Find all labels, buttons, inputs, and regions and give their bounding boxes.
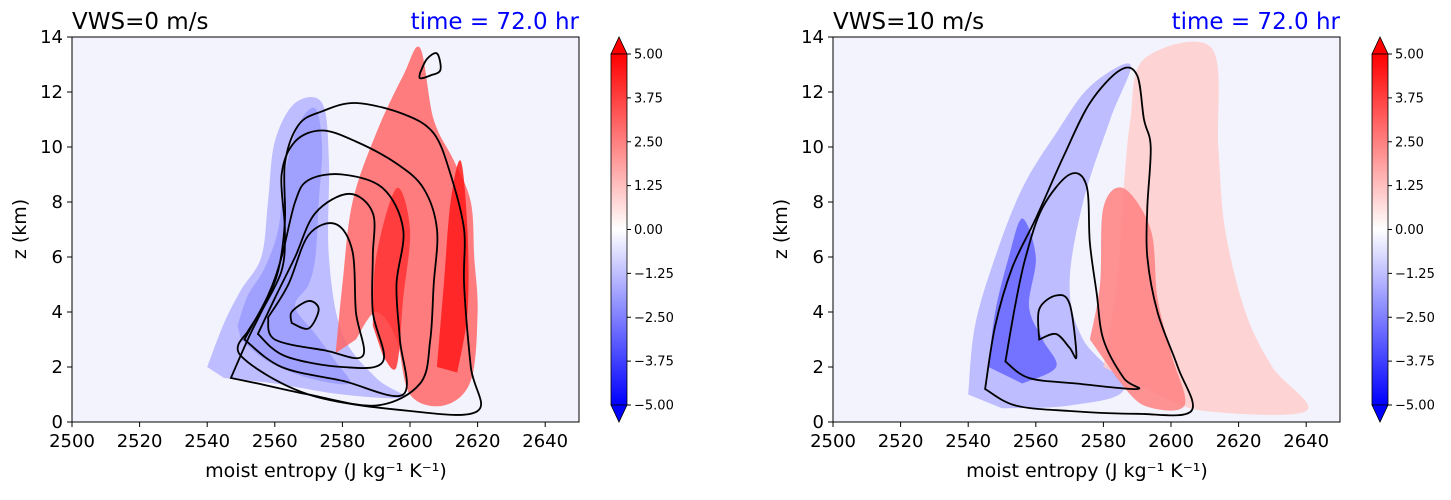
filled-region-negative [988, 218, 1057, 384]
colorbar-tick-label: −5.00 [1395, 399, 1435, 414]
x-tick-label: 2620 [455, 431, 501, 452]
x-tick-label: 2640 [522, 431, 568, 452]
x-tick-label: 2580 [1080, 431, 1126, 452]
y-tick-label: 14 [40, 27, 63, 48]
colorbar-tick-label: 5.00 [634, 48, 663, 63]
panel-title-left: VWS=10 m/s [833, 9, 984, 35]
filled-region-positive [1089, 187, 1186, 411]
x-tick-label: 2500 [810, 431, 856, 452]
y-tick-label: 10 [40, 137, 63, 158]
panel-title-left: VWS=0 m/s [72, 9, 208, 35]
contour-line-1 [984, 66, 1194, 417]
y-tick-label: 2 [813, 357, 824, 378]
contour-lines-vws10 [984, 66, 1194, 417]
colorbar-tick-label: −1.25 [1395, 267, 1435, 282]
colorbar-tick-label: 1.25 [1395, 179, 1424, 194]
panel-title-right: time = 72.0 hr [411, 9, 580, 35]
y-tick-label: 4 [52, 302, 63, 323]
panel-vws10: 2500 2520 2540 2560 2580 2600 2620 2640 0 2 4 6 8 10… [770, 9, 1435, 482]
colorbar-tick-label: −3.75 [1395, 355, 1435, 370]
x-axis-label: moist entropy (J kg⁻¹ K⁻¹) [966, 460, 1208, 482]
y-tick-label: 6 [52, 247, 63, 268]
colorbar-extend-max [1371, 36, 1389, 55]
x-tick-label: 2560 [252, 431, 298, 452]
colorbar-tick-label: 5.00 [1395, 48, 1424, 63]
contour-line-5 [289, 300, 320, 330]
y-axis-label: z (km) [770, 199, 792, 259]
colorbar-tick-label: −2.50 [1395, 311, 1435, 326]
contour-line-6 [236, 102, 483, 416]
y-tick-label: 14 [801, 27, 824, 48]
x-tick-label: 2500 [49, 431, 95, 452]
contour-lines-vws0 [229, 52, 483, 416]
y-tick-label: 12 [40, 82, 63, 103]
y-tick-label: 0 [52, 412, 63, 433]
colorbar-vws10: 5.00 3.75 2.50 1.25 0.00 −1.25 −2.50 −3.75 −5.00 [1371, 36, 1435, 423]
x-tick-label: 2580 [319, 431, 365, 452]
contour-line-2 [1004, 172, 1141, 390]
y-tick-label: 10 [801, 137, 824, 158]
y-axis-label: z (km) [9, 199, 31, 259]
y-tick-label: 0 [813, 412, 824, 433]
colorbar-tick-label: −3.75 [634, 355, 674, 370]
colorbar-tick-label: 3.75 [634, 91, 663, 106]
contour-line-7 [418, 52, 442, 80]
y-tick-label: 8 [52, 192, 63, 213]
contour-line-1 [229, 129, 439, 407]
colorbar-tick-label: −2.50 [634, 311, 674, 326]
colorbar-bar [610, 53, 628, 406]
filled-contours-vws10 [968, 41, 1309, 415]
colorbar-tick-label: −1.25 [634, 267, 674, 282]
contour-line-4 [267, 222, 365, 360]
y-tick-label: 4 [813, 302, 824, 323]
plot-frame-vws0 [71, 36, 580, 423]
contour-line-3 [1037, 294, 1078, 360]
contour-line-3 [256, 192, 385, 369]
colorbar-tick-label: 2.50 [634, 135, 663, 150]
colorbar-tick-label: 3.75 [1395, 91, 1424, 106]
y-tick-label: 6 [813, 247, 824, 268]
x-tick-label: 2640 [1283, 431, 1329, 452]
colorbar-tick-label: 1.25 [634, 179, 663, 194]
x-tick-label: 2560 [1013, 431, 1059, 452]
panel-title-right: time = 72.0 hr [1172, 9, 1341, 35]
colorbar-bar [1371, 53, 1389, 406]
colorbar-extend-min [610, 404, 628, 423]
colorbar-extend-max [610, 36, 628, 55]
plot-frame-vws10 [832, 36, 1341, 423]
x-axis-vws0: 2500 2520 2540 2560 2580 2600 2620 2640 [49, 422, 568, 452]
x-tick-label: 2520 [117, 431, 163, 452]
y-tick-label: 8 [813, 192, 824, 213]
contour-line-2 [243, 173, 408, 397]
x-tick-label: 2540 [945, 431, 991, 452]
filled-region-positive-strong-2 [372, 187, 411, 370]
colorbar-tick-label: 0.00 [634, 223, 663, 238]
x-tick-label: 2620 [1216, 431, 1262, 452]
y-axis-vws0: 0 2 4 6 8 10 12 14 [40, 27, 72, 433]
x-axis-vws10: 2500 2520 2540 2560 2580 2600 2620 2640 [810, 422, 1329, 452]
x-tick-label: 2600 [1148, 431, 1194, 452]
colorbar-tick-label: 2.50 [1395, 135, 1424, 150]
panel-vws0: 2500 2520 2540 2560 2580 2600 2620 2640 0 2 4 6 8 10… [9, 9, 674, 482]
y-tick-label: 12 [801, 82, 824, 103]
colorbar-tick-label: 0.00 [1395, 223, 1424, 238]
colorbar-tick-label: −5.00 [634, 399, 674, 414]
x-tick-label: 2600 [387, 431, 433, 452]
y-axis-vws10: 0 2 4 6 8 10 12 14 [801, 27, 833, 433]
colorbar-extend-min [1371, 404, 1389, 423]
x-tick-label: 2520 [878, 431, 924, 452]
x-tick-label: 2540 [184, 431, 230, 452]
colorbar-vws0: 5.00 3.75 2.50 1.25 0.00 −1.25 −2.50 −3.75 −5.00 [610, 36, 674, 423]
y-tick-label: 2 [52, 357, 63, 378]
x-axis-label: moist entropy (J kg⁻¹ K⁻¹) [205, 460, 447, 482]
